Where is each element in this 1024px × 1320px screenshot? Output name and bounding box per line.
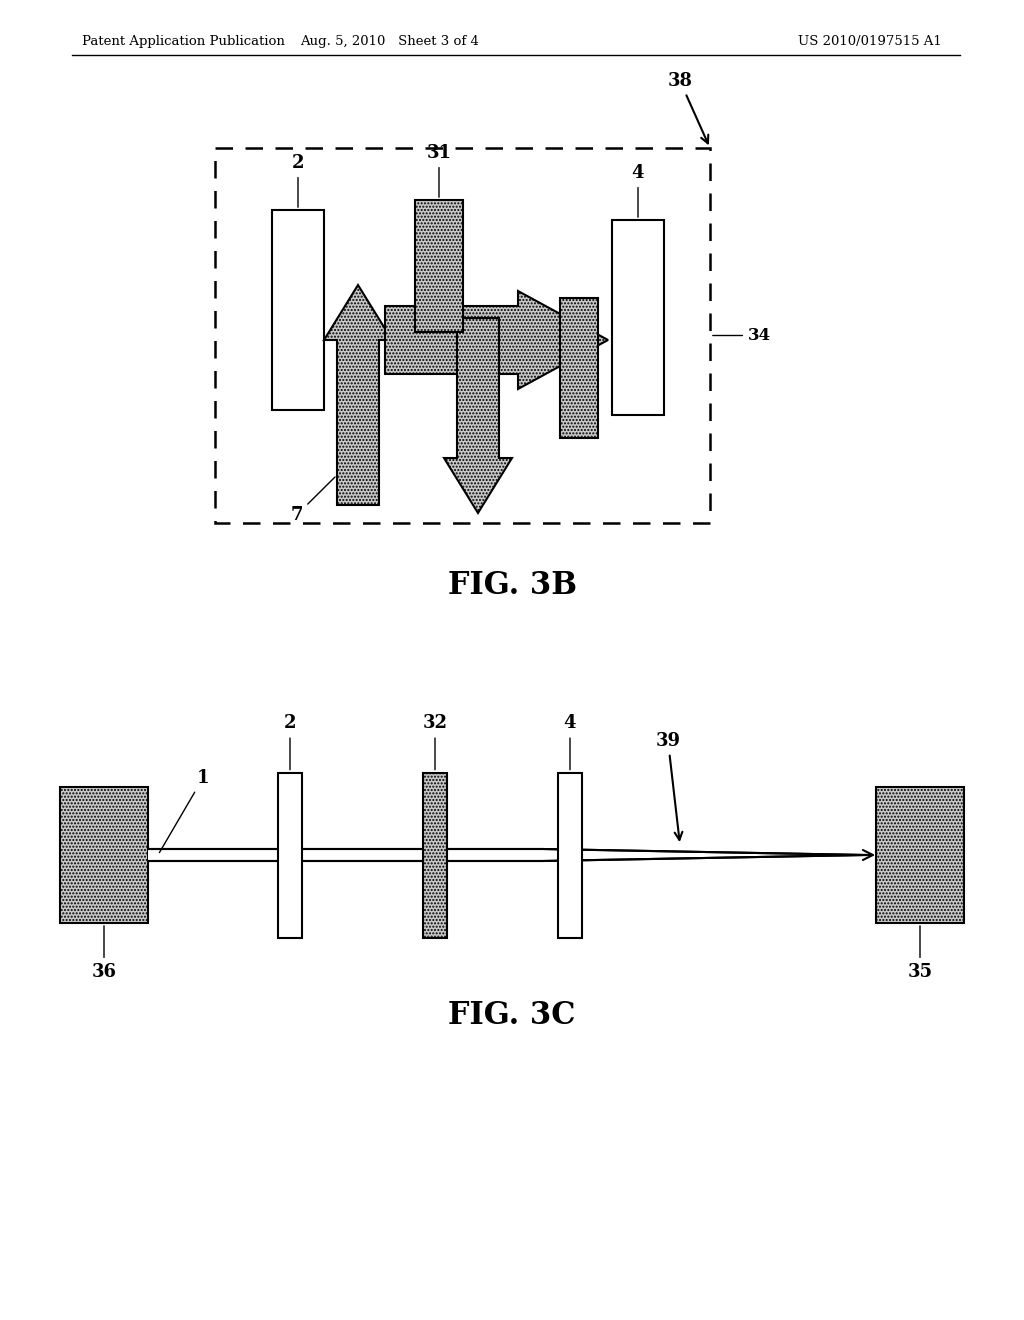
Bar (560, 298, 598, 438)
Text: 7: 7 (291, 477, 335, 524)
Polygon shape (324, 285, 392, 506)
Bar (558, 772, 582, 937)
Text: 4: 4 (632, 164, 644, 218)
Polygon shape (444, 318, 512, 513)
Polygon shape (148, 849, 866, 861)
Bar (612, 220, 664, 414)
Text: 36: 36 (91, 925, 117, 981)
Bar (423, 772, 447, 937)
Text: 38: 38 (668, 73, 709, 144)
Bar (60, 787, 148, 923)
Bar (876, 787, 964, 923)
Text: 31: 31 (427, 144, 452, 197)
Text: 35: 35 (907, 925, 933, 981)
Text: 34: 34 (713, 327, 771, 345)
Text: FIG. 3B: FIG. 3B (447, 570, 577, 601)
Bar (215, 148, 710, 523)
Bar (415, 201, 463, 333)
Bar (278, 772, 302, 937)
Text: 2: 2 (284, 714, 296, 770)
Text: 2: 2 (292, 154, 304, 207)
Polygon shape (385, 290, 608, 389)
Text: US 2010/0197515 A1: US 2010/0197515 A1 (798, 36, 942, 49)
Text: Aug. 5, 2010   Sheet 3 of 4: Aug. 5, 2010 Sheet 3 of 4 (301, 36, 479, 49)
Text: 1: 1 (160, 770, 209, 853)
Text: 39: 39 (655, 733, 682, 840)
Text: Patent Application Publication: Patent Application Publication (82, 36, 285, 49)
Text: 4: 4 (564, 714, 577, 770)
Bar (272, 210, 324, 411)
Text: 32: 32 (423, 714, 447, 770)
Text: FIG. 3C: FIG. 3C (449, 1001, 575, 1031)
